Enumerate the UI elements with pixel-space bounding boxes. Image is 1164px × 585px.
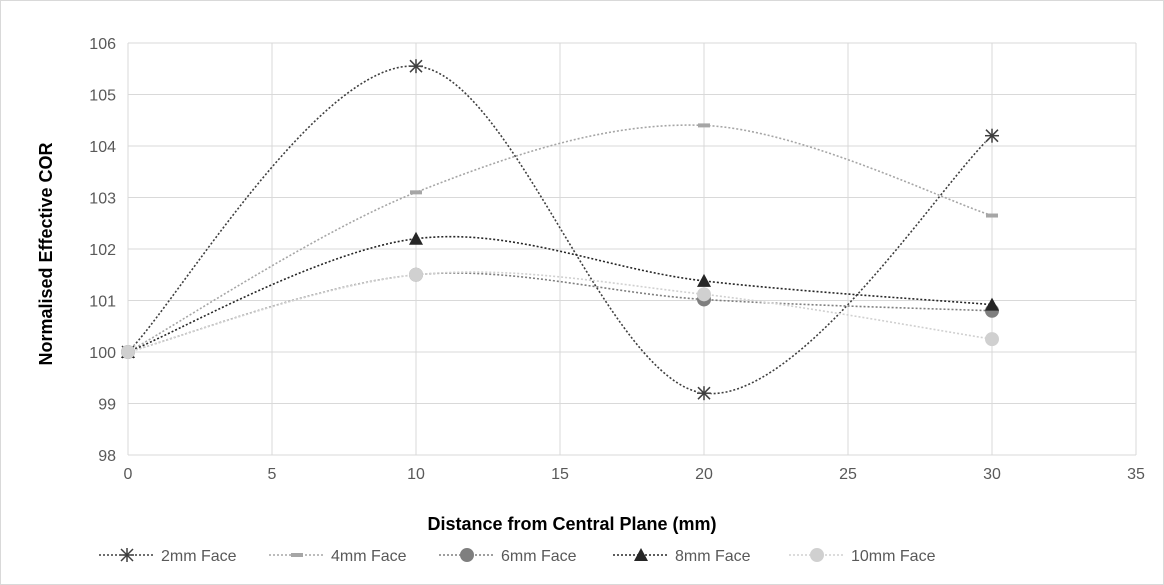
legend-label: 4mm Face xyxy=(331,548,407,565)
data-point xyxy=(697,386,711,401)
y-tick-label: 98 xyxy=(98,448,116,465)
x-tick-label: 35 xyxy=(1127,466,1145,483)
legend-label: 8mm Face xyxy=(675,548,751,565)
legend-label: 10mm Face xyxy=(851,548,936,565)
y-tick-label: 101 xyxy=(89,294,116,311)
data-point xyxy=(698,123,710,128)
legend: 2mm Face 4mm Face 6mm Face 8mm Face 10mm Fac… xyxy=(99,548,936,565)
legend-item: 10mm Face xyxy=(789,548,936,565)
legend-marker xyxy=(810,548,824,562)
y-tick-label: 100 xyxy=(89,345,116,362)
data-point xyxy=(986,213,998,218)
y-tick-label: 99 xyxy=(98,397,116,414)
x-tick-label: 0 xyxy=(124,466,133,483)
legend-item: 8mm Face xyxy=(613,548,751,565)
x-tick-label: 15 xyxy=(551,466,569,483)
series-line xyxy=(127,124,993,353)
data-point xyxy=(121,345,135,359)
data-point xyxy=(409,267,423,282)
y-axis-title: Normalised Effective COR xyxy=(36,142,56,365)
data-point xyxy=(697,287,711,302)
x-axis-title: Distance from Central Plane (mm) xyxy=(427,514,716,534)
data-point xyxy=(697,273,711,287)
series-lines xyxy=(127,65,993,395)
series-line xyxy=(127,235,993,353)
data-point xyxy=(985,297,999,311)
y-tick-label: 102 xyxy=(89,242,116,259)
x-tick-label: 20 xyxy=(695,466,713,483)
legend-marker xyxy=(634,548,648,561)
legend-item: 6mm Face xyxy=(439,548,577,565)
series-line xyxy=(127,65,993,395)
legend-label: 6mm Face xyxy=(501,548,577,565)
legend-marker xyxy=(120,548,134,562)
legend-marker xyxy=(460,548,474,562)
x-tick-label: 5 xyxy=(268,466,277,483)
y-tick-label: 104 xyxy=(89,139,116,156)
data-point xyxy=(985,332,999,347)
legend-item: 4mm Face xyxy=(269,548,407,565)
series-line xyxy=(127,271,993,353)
y-tick-label: 106 xyxy=(89,36,116,53)
tick-labels: 98 99 100 101 102 103 104 105 106 0 5 10 15 20 25 30 35 xyxy=(89,36,1145,483)
series-markers xyxy=(121,59,999,401)
data-point xyxy=(409,59,423,74)
x-tick-label: 30 xyxy=(983,466,1001,483)
x-tick-label: 10 xyxy=(407,466,425,483)
data-point xyxy=(985,128,999,143)
gridlines xyxy=(127,42,1137,456)
y-tick-label: 103 xyxy=(89,191,116,208)
y-tick-label: 105 xyxy=(89,88,116,105)
x-tick-label: 25 xyxy=(839,466,857,483)
data-point xyxy=(410,190,422,195)
legend-label: 2mm Face xyxy=(161,548,237,565)
legend-marker xyxy=(291,553,303,557)
legend-item: 2mm Face xyxy=(99,548,237,565)
data-point xyxy=(409,231,423,245)
